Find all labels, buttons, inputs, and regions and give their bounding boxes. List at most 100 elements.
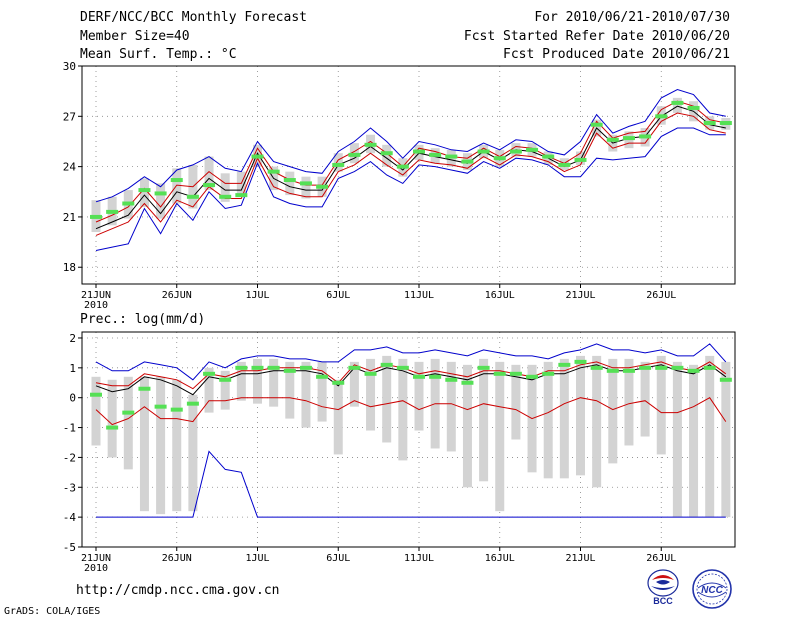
member-mark bbox=[138, 188, 151, 193]
spread-box bbox=[123, 376, 133, 470]
y-tick-label: -2 bbox=[63, 451, 76, 464]
member-mark bbox=[413, 149, 425, 154]
member-mark bbox=[235, 365, 248, 370]
y-tick-label: 24 bbox=[63, 161, 77, 174]
member-mark bbox=[477, 365, 490, 370]
member-mark bbox=[493, 156, 506, 161]
member-mark bbox=[671, 365, 684, 370]
member-mark bbox=[396, 164, 409, 169]
y-tick-label: 0 bbox=[69, 392, 76, 405]
spread-box bbox=[382, 355, 392, 443]
spread-box bbox=[236, 361, 246, 401]
spread-box bbox=[366, 358, 376, 431]
y-tick-label: 30 bbox=[63, 60, 76, 73]
member-mark bbox=[655, 365, 668, 370]
y-tick-label: -5 bbox=[63, 541, 76, 554]
member-mark bbox=[106, 209, 119, 214]
forecast-period-label: For 2010/06/21-2010/07/30 bbox=[534, 10, 730, 25]
member-mark bbox=[590, 122, 603, 127]
member-mark bbox=[558, 362, 571, 367]
member-mark bbox=[332, 162, 345, 167]
member-mark bbox=[122, 201, 135, 206]
member-mark bbox=[671, 100, 684, 105]
x-tick-label: 11JUL bbox=[404, 553, 434, 564]
member-mark bbox=[122, 410, 135, 415]
member-mark bbox=[203, 183, 216, 188]
spread-box bbox=[462, 364, 472, 488]
spread-box bbox=[511, 364, 521, 440]
x-tick-label: 26JUN bbox=[162, 553, 192, 564]
ncc-logo-text: NCC bbox=[701, 585, 723, 596]
spread-box bbox=[495, 361, 505, 512]
x-tick-label: 26JUL bbox=[646, 290, 676, 301]
member-mark bbox=[138, 386, 151, 391]
spread-box bbox=[139, 376, 149, 512]
member-mark bbox=[509, 149, 522, 154]
x-tick-label: 26JUL bbox=[646, 553, 676, 564]
x-tick-label: 16JUL bbox=[485, 290, 515, 301]
spread-box bbox=[382, 144, 392, 167]
spread-box bbox=[398, 358, 408, 461]
member-mark bbox=[154, 191, 167, 196]
member-mark bbox=[477, 149, 490, 154]
plot-frame bbox=[81, 65, 736, 285]
member-mark bbox=[493, 371, 506, 376]
member-mark bbox=[429, 152, 442, 157]
bcc-logo-text: BCC bbox=[653, 596, 673, 606]
member-mark bbox=[348, 152, 361, 157]
series-line-min bbox=[96, 450, 726, 518]
member-mark bbox=[235, 193, 248, 198]
member-mark bbox=[90, 392, 102, 397]
member-mark bbox=[542, 371, 555, 376]
spread-box bbox=[91, 376, 101, 446]
member-mark bbox=[380, 151, 393, 156]
spread-box bbox=[139, 178, 149, 207]
y-tick-label: -4 bbox=[63, 511, 77, 524]
member-mark bbox=[445, 377, 458, 382]
x-tick-label: 1JUL bbox=[245, 553, 269, 564]
spread-box bbox=[285, 361, 295, 419]
spread-box bbox=[156, 376, 166, 515]
x-tick-label: 21JUN bbox=[81, 290, 111, 301]
spread-box bbox=[543, 361, 553, 479]
spread-box bbox=[188, 394, 198, 512]
member-mark bbox=[203, 371, 216, 376]
spread-box bbox=[204, 156, 214, 191]
spread-box bbox=[253, 358, 262, 404]
spread-box bbox=[156, 183, 166, 219]
member-mark bbox=[219, 194, 232, 199]
member-mark bbox=[219, 377, 232, 382]
spread-box bbox=[640, 361, 650, 437]
series-line-mean bbox=[95, 105, 726, 230]
spread-box bbox=[624, 358, 634, 446]
series-line-max bbox=[95, 88, 726, 203]
spread-box bbox=[333, 379, 343, 455]
forecast-start-label: Fcst Started Refer Date 2010/06/20 bbox=[463, 29, 730, 44]
member-mark bbox=[655, 114, 668, 119]
spread-box bbox=[656, 355, 666, 455]
member-mark bbox=[509, 371, 522, 376]
member-mark bbox=[574, 157, 587, 162]
x-tick-label: 6JUL bbox=[326, 290, 350, 301]
member-mark bbox=[251, 365, 264, 370]
member-mark bbox=[364, 142, 377, 147]
forecast-produced-label: Fcst Produced Date 2010/06/21 bbox=[503, 47, 730, 62]
x-tick-label: 6JUL bbox=[326, 553, 350, 564]
member-mark bbox=[106, 425, 119, 430]
member-mark bbox=[299, 365, 312, 370]
spread-box bbox=[172, 379, 182, 512]
y-tick-label: 2 bbox=[69, 332, 76, 345]
member-mark bbox=[316, 374, 329, 379]
series-line-max bbox=[95, 397, 727, 426]
spread-box bbox=[269, 358, 279, 407]
spread-box bbox=[204, 367, 214, 413]
spread-box bbox=[559, 358, 569, 479]
spread-box bbox=[301, 361, 311, 428]
series-line-max bbox=[95, 127, 726, 251]
member-mark bbox=[283, 178, 296, 183]
spread-box bbox=[285, 171, 295, 196]
grads-credit: GrADS: COLA/IGES bbox=[4, 606, 101, 617]
member-mark bbox=[364, 371, 377, 376]
source-url[interactable]: http://cmdp.ncc.cma.gov.cn bbox=[76, 583, 280, 598]
member-mark bbox=[283, 368, 296, 373]
